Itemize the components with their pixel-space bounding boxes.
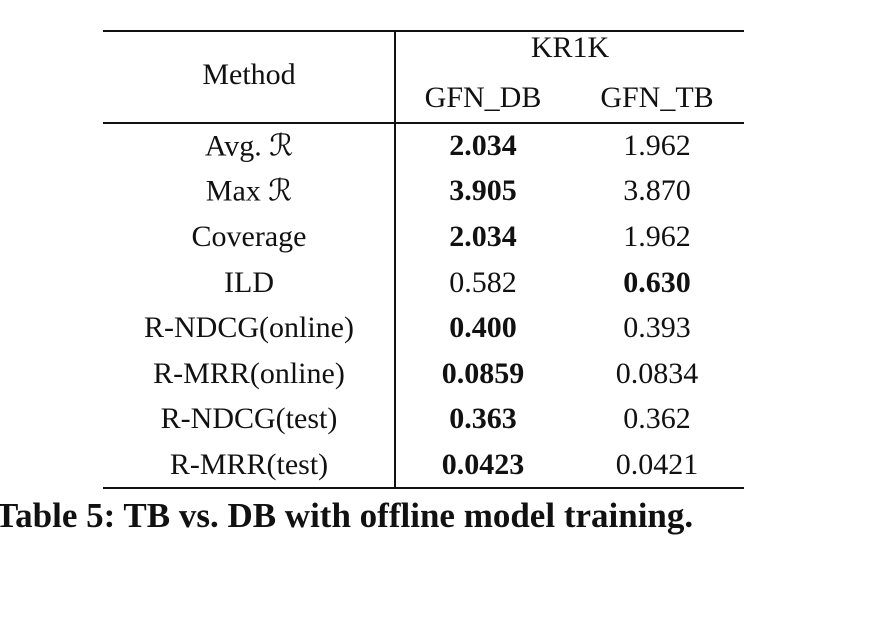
column-divider xyxy=(394,30,396,489)
bottom-rule xyxy=(103,487,744,489)
row-value: 0.582 xyxy=(449,265,517,299)
row-value: 0.0421 xyxy=(615,448,699,481)
row-value: 0.363 xyxy=(449,402,517,436)
row-value: 0.630 xyxy=(623,265,691,299)
row-method: Avg. ℛ xyxy=(204,129,294,163)
row-value: 1.962 xyxy=(623,220,691,253)
row-method: R-MRR(online) xyxy=(153,356,345,390)
row-value: 3.870 xyxy=(623,174,691,208)
row-value: 1.962 xyxy=(623,128,691,162)
header-column: GFN_TB xyxy=(600,81,714,114)
row-value: 2.034 xyxy=(449,128,517,162)
row-value: 0.0423 xyxy=(441,448,525,481)
header-method: Method xyxy=(202,58,296,91)
row-value: 0.393 xyxy=(623,311,691,345)
top-rule xyxy=(103,30,744,32)
row-method: Max ℛ xyxy=(205,174,293,208)
row-value: 3.905 xyxy=(449,174,517,208)
row-value: 0.362 xyxy=(623,402,691,436)
row-method: ILD xyxy=(224,265,274,299)
header-rule xyxy=(103,122,744,124)
row-method: Coverage xyxy=(191,220,307,253)
row-value: 0.400 xyxy=(449,311,517,345)
row-value: 2.034 xyxy=(449,220,517,253)
caption: Table 5: TB vs. DB with offline model tr… xyxy=(0,496,694,535)
row-method: R-NDCG(test) xyxy=(160,402,338,436)
header-group: KR1K xyxy=(530,31,610,64)
header-column: GFN_DB xyxy=(424,81,542,114)
row-value: 0.0859 xyxy=(441,356,525,390)
row-value: 0.0834 xyxy=(615,356,699,390)
row-method: R-MRR(test) xyxy=(169,448,329,481)
row-method: R-NDCG(online) xyxy=(144,311,354,345)
